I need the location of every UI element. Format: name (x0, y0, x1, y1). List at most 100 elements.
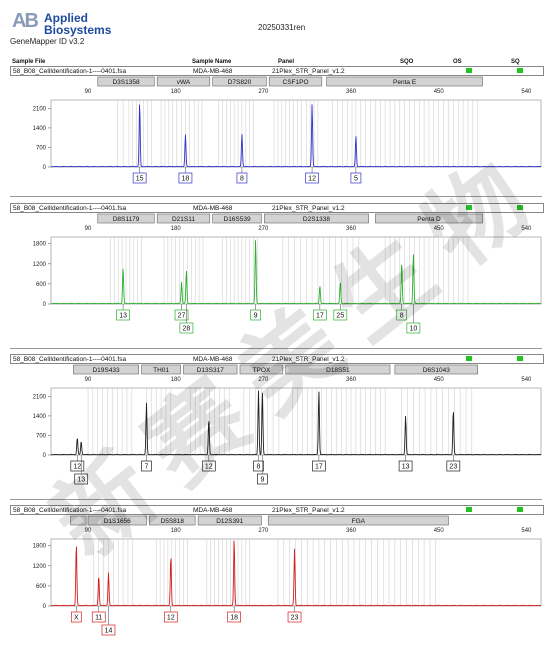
marker-box-rect (156, 213, 211, 224)
allele-label: 8 (400, 313, 404, 320)
allele-label-box (236, 172, 248, 184)
os-status-indicator (466, 507, 472, 512)
plot-area (50, 236, 542, 305)
allele-label-box (91, 611, 106, 623)
marker-box-rect (212, 76, 267, 87)
marker-name: D6S1043 (423, 367, 450, 374)
marker-box: D21S11 (156, 213, 211, 224)
marker-name: TH01 (153, 367, 169, 374)
marker-name: D19S433 (92, 367, 119, 374)
marker-box-rect (264, 213, 369, 224)
allele-call: 27 (174, 304, 189, 321)
panel-divider (10, 499, 542, 500)
x-tick-label: 540 (521, 377, 532, 383)
header-sq: SQ (511, 59, 520, 65)
marker-box: D18S51 (285, 364, 391, 375)
marker-box-rect (268, 76, 323, 87)
marker-box-rect (97, 76, 155, 87)
x-tick-label: 90 (85, 89, 92, 95)
sample-file-name: 58_B08_CellIdentification-1----0401.fsa (13, 356, 126, 363)
x-tick-label: 90 (85, 226, 92, 232)
allele-call: 17 (313, 304, 327, 321)
allele-call: 9 (250, 304, 261, 321)
allele-label: 13 (402, 464, 410, 471)
y-tick-label: 0 (43, 302, 47, 308)
marker-name: D12S391 (216, 518, 243, 525)
allele-label-box (101, 624, 116, 636)
electropherogram-panel-green: 58_B08_CellIdentification-1----0401.fsa M… (10, 203, 544, 334)
allele-label-box (178, 172, 193, 184)
allele-label: 12 (205, 464, 213, 471)
marker-box-rect (70, 515, 87, 526)
os-status-indicator (466, 356, 472, 361)
header-panel: Panel (278, 59, 294, 65)
marker-name: D3S1358 (112, 79, 139, 86)
allele-label-box (132, 172, 147, 184)
marker-box: D12S391 (197, 515, 262, 526)
y-tick-label: 700 (36, 145, 47, 151)
allele-call: 18 (227, 606, 241, 623)
allele-call: 14 (101, 606, 116, 636)
x-tick-label: 180 (171, 528, 182, 534)
allele-label-box (174, 309, 189, 321)
allele-call: X (70, 606, 82, 623)
marker-box-rect (97, 213, 155, 224)
x-tick-label: 450 (434, 226, 445, 232)
allele-call: 8 (236, 167, 248, 184)
x-tick-label: 450 (434, 528, 445, 534)
plot-area (50, 538, 542, 607)
allele-label: 17 (315, 464, 323, 471)
allele-call: 8 (396, 304, 408, 321)
y-tick-label: 600 (36, 584, 47, 590)
sample-file-name: 58_B08_CellIdentification-1----0401.fsa (13, 507, 126, 514)
x-tick-label: 270 (258, 89, 269, 95)
x-tick-label: 360 (346, 89, 357, 95)
marker-box-rect (375, 213, 483, 224)
ladder-bins (110, 237, 469, 304)
allele-call: 7 (141, 455, 152, 472)
allele-call: 12 (163, 606, 178, 623)
marker-box: vWA (156, 76, 211, 87)
x-tick-label: 450 (434, 89, 445, 95)
panel-name: 21Plex_STR_Panel_v1.2 (272, 68, 345, 75)
allele-label-box (253, 460, 264, 472)
allele-label: 18 (182, 176, 190, 183)
trace-line-green (50, 240, 542, 305)
allele-call: 13 (398, 455, 413, 472)
marker-name: D8S1179 (113, 216, 140, 223)
allele-label-box (398, 460, 413, 472)
y-tick-label: 1800 (33, 544, 47, 550)
trace-line-black (50, 390, 542, 456)
marker-box-rect (141, 364, 181, 375)
allele-label: 13 (119, 313, 127, 320)
y-tick-label: 0 (43, 453, 47, 459)
ladder-bins (87, 388, 473, 455)
marker-box-rect (156, 76, 211, 87)
marker-name: D16S539 (224, 216, 251, 223)
marker-box: D7S820 (212, 76, 267, 87)
x-tick-label: 540 (521, 528, 532, 534)
x-tick-label: 450 (434, 377, 445, 383)
allele-label: 13 (77, 477, 85, 484)
y-tick-label: 2100 (33, 394, 47, 400)
x-tick-label: 360 (346, 377, 357, 383)
marker-box: TPOX (239, 364, 284, 375)
sample-row-box (10, 203, 544, 213)
ladder-bins (116, 100, 478, 167)
allele-label-box (287, 611, 302, 623)
panel-divider (10, 196, 542, 197)
allele-label: 9 (254, 313, 258, 320)
allele-call: 13 (116, 304, 130, 321)
allele-label-box (446, 460, 461, 472)
allele-label-box (163, 611, 178, 623)
y-tick-label: 0 (43, 604, 47, 610)
allele-call: 18 (178, 167, 193, 184)
panel-name: 21Plex_STR_Panel_v1.2 (272, 205, 345, 212)
x-tick-label: 180 (171, 377, 182, 383)
allele-label: 23 (449, 464, 457, 471)
trace-line-red (50, 540, 542, 607)
allele-label-box (333, 309, 348, 321)
sq-status-indicator (517, 68, 523, 73)
y-tick-label: 700 (36, 433, 47, 439)
